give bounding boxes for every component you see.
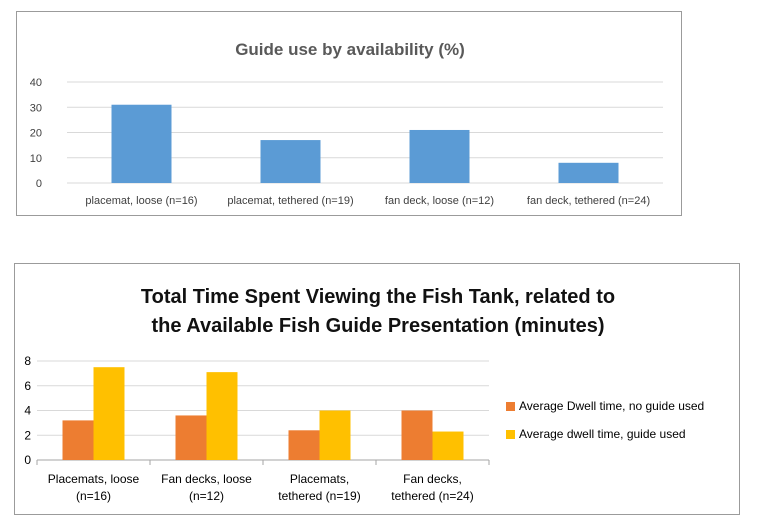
x-tick-label: tethered (n=19) [278,489,360,503]
x-tick-label: Fan decks, loose [161,472,252,486]
bar [93,367,125,460]
x-tick-label: tethered (n=24) [391,489,473,503]
bar [206,372,238,460]
dwell-time-chart-svg: Total Time Spent Viewing the Fish Tank, … [24,286,704,503]
bar [175,415,207,460]
legend-label: Average dwell time, guide used [519,427,686,441]
y-tick-label: 30 [30,102,42,114]
x-tick-label: (n=12) [189,489,224,503]
bar [319,410,351,460]
x-tick-label: fan deck, loose (n=12) [385,195,494,207]
legend-label: Average Dwell time, no guide used [519,399,704,413]
y-tick-label: 2 [24,428,31,442]
chart-title: Guide use by availability (%) [235,40,465,59]
bar [409,129,470,183]
chart-dwell-time: Total Time Spent Viewing the Fish Tank, … [14,263,740,515]
legend-swatch [506,402,515,411]
x-tick-label: Placemats, loose [48,472,140,486]
bar [260,140,321,183]
x-tick-label: placemat, tethered (n=19) [227,195,353,207]
x-tick-label: (n=16) [76,489,111,503]
y-tick-label: 6 [24,379,31,393]
y-tick-label: 0 [36,178,42,190]
y-tick-label: 8 [24,354,31,368]
bar [111,104,172,183]
chart-title-line-2: the Available Fish Guide Presentation (m… [151,315,604,337]
chart-guide-use: Guide use by availability (%) 0 10 20 30 40 … [16,11,682,216]
y-tick-label: 0 [24,453,31,467]
guide-use-chart-svg: Guide use by availability (%) 010203040 … [30,40,663,207]
y-tick-label: 10 [30,153,42,165]
x-tick-label: placemat, loose (n=16) [85,195,197,207]
x-tick-label: Placemats, [290,472,349,486]
legend-swatch [506,430,515,439]
y-tick-label: 40 [30,77,42,89]
bar [62,420,94,460]
bar [288,430,320,460]
y-tick-label: 20 [30,128,42,140]
bar [558,162,619,183]
x-tick-label: Fan decks, [403,472,462,486]
bar [401,410,433,460]
y-tick-label: 4 [24,404,31,418]
bar [432,431,464,460]
x-tick-label: fan deck, tethered (n=24) [527,195,650,207]
chart-title-line-1: Total Time Spent Viewing the Fish Tank, … [141,286,615,308]
